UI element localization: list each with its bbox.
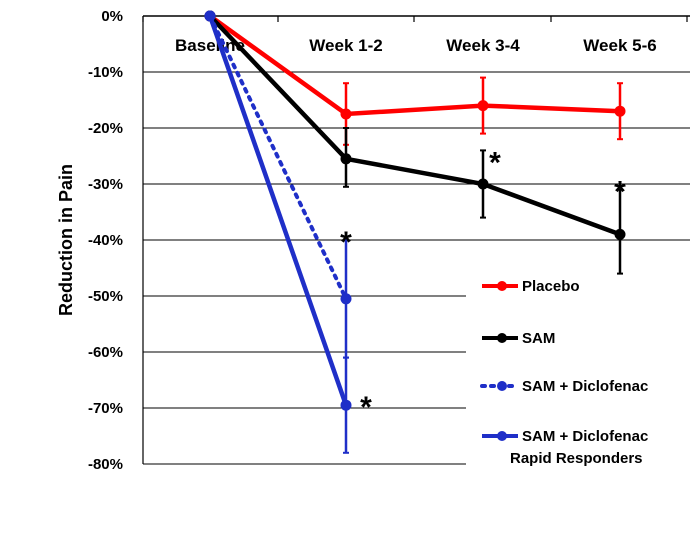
grid-lines	[143, 71, 690, 465]
legend-swatch-marker	[497, 431, 507, 441]
series-0	[204, 10, 626, 146]
significance-marker: *	[360, 391, 372, 424]
data-point	[340, 399, 352, 411]
series-3: *	[204, 10, 372, 454]
data-point	[340, 108, 352, 120]
legend-entry: SAM	[482, 330, 555, 347]
y-axis-label: Reduction in Pain	[56, 164, 76, 316]
legend-label: SAM	[522, 330, 555, 347]
significance-marker: *	[340, 226, 352, 259]
data-point	[204, 10, 216, 22]
y-tick-label: -10%	[88, 64, 123, 81]
legend-swatch-marker	[497, 333, 507, 343]
x-tick-label: Week 3-4	[446, 36, 520, 55]
series-1: **	[204, 10, 626, 275]
y-tick-label: -70%	[88, 400, 123, 417]
y-tick-label: -60%	[88, 344, 123, 361]
legend-entry: Placebo	[482, 278, 580, 295]
y-tick-labels: 0% -10% -20% -30% -40% -50% -60% -70% -80%	[88, 8, 123, 473]
axes	[142, 15, 690, 464]
legend: Placebo SAM SAM + Diclofenac SAM + Diclofen…	[480, 278, 648, 467]
data-point	[340, 293, 352, 305]
data-point	[477, 178, 489, 190]
legend-entry: SAM + Diclofenac Rapid Responders	[482, 428, 648, 467]
y-tick-label: -80%	[88, 456, 123, 473]
significance-marker: *	[614, 176, 626, 209]
series-lines: ****	[204, 10, 626, 454]
series-line	[208, 14, 621, 117]
legend-entry: SAM + Diclofenac	[480, 378, 648, 395]
data-point	[477, 100, 489, 112]
significance-marker: *	[489, 146, 501, 179]
y-tick-label: -40%	[88, 232, 123, 249]
legend-label: SAM + Diclofenac Rapid Responders	[510, 428, 648, 467]
legend-swatch-marker	[497, 281, 507, 291]
data-point	[340, 153, 352, 165]
data-point	[614, 105, 626, 117]
x-tick-label: Week 1-2	[309, 36, 382, 55]
y-tick-label: -50%	[88, 288, 123, 305]
legend-label: Placebo	[522, 278, 580, 295]
y-tick-label: -20%	[88, 120, 123, 137]
series-2: *	[204, 10, 352, 359]
legend-swatch-marker	[497, 381, 507, 391]
y-tick-label: -30%	[88, 176, 123, 193]
series-line	[208, 14, 621, 237]
x-tick-label: Week 5-6	[583, 36, 656, 55]
legend-label: SAM + Diclofenac	[522, 378, 648, 395]
series-line	[207, 15, 349, 406]
y-tick-label: 0%	[101, 8, 123, 25]
series-line	[208, 14, 348, 301]
data-point	[614, 228, 626, 240]
